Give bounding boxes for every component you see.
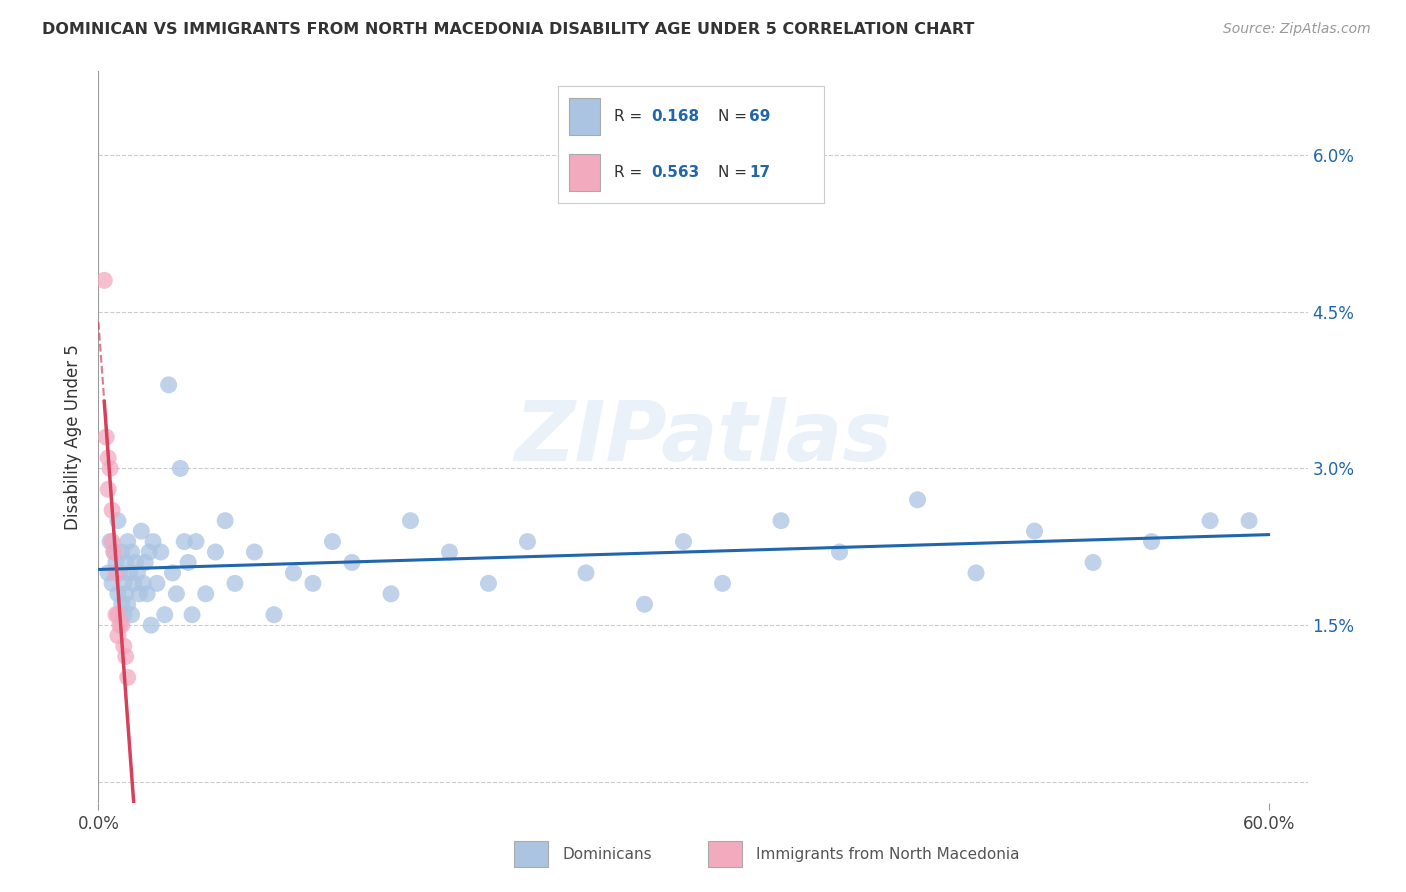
Point (97, 483, 120, 497)
Point (224, 576, 246, 591)
Point (340, 556, 363, 570)
Text: DOMINICAN VS IMMIGRANTS FROM NORTH MACEDONIA DISABILITY AGE UNDER 5 CORRELATION : DOMINICAN VS IMMIGRANTS FROM NORTH MACED… (42, 22, 974, 37)
Text: Source: ZipAtlas.com: Source: ZipAtlas.com (1223, 22, 1371, 37)
Point (204, 545, 226, 559)
Point (117, 670, 139, 684)
Point (142, 534, 165, 549)
Point (131, 524, 153, 538)
Point (117, 597, 139, 611)
Point (672, 534, 695, 549)
Point (103, 545, 125, 559)
Point (138, 545, 160, 559)
Point (127, 566, 149, 580)
Point (134, 556, 156, 570)
Point (112, 639, 135, 653)
Point (302, 576, 325, 591)
Point (121, 545, 143, 559)
Point (118, 566, 141, 580)
Point (111, 618, 134, 632)
Point (149, 545, 172, 559)
Point (243, 545, 266, 559)
Point (132, 576, 155, 591)
Point (128, 587, 150, 601)
Point (93, 273, 115, 287)
Point (121, 607, 143, 622)
Point (111, 545, 134, 559)
Point (139, 618, 162, 632)
Point (184, 534, 207, 549)
Y-axis label: Disability Age Under 5: Disability Age Under 5 (65, 344, 83, 530)
Point (828, 545, 851, 559)
Point (516, 534, 538, 549)
Point (169, 461, 191, 475)
Point (136, 587, 159, 601)
Point (146, 576, 169, 591)
Point (117, 534, 139, 549)
Point (101, 503, 124, 517)
Point (107, 514, 129, 528)
Point (108, 566, 131, 580)
Point (283, 566, 305, 580)
Point (104, 556, 127, 570)
Point (98, 534, 121, 549)
Point (104, 607, 127, 622)
Point (380, 587, 402, 601)
Point (1199, 514, 1222, 528)
Point (112, 576, 135, 591)
Point (104, 566, 127, 580)
Point (575, 566, 598, 580)
Point (214, 514, 236, 528)
Point (177, 556, 200, 570)
Point (122, 576, 145, 591)
Point (96, 430, 118, 444)
Text: ZIPatlas: ZIPatlas (515, 397, 891, 477)
Point (97, 450, 120, 465)
Point (173, 534, 195, 549)
Point (107, 587, 129, 601)
Point (124, 556, 146, 570)
Point (965, 566, 987, 580)
Point (181, 607, 204, 622)
Point (114, 556, 136, 570)
Point (1081, 556, 1104, 570)
Point (107, 629, 129, 643)
Point (399, 514, 422, 528)
Point (97, 566, 120, 580)
Point (111, 597, 134, 611)
Point (194, 587, 217, 601)
Point (153, 607, 176, 622)
Point (112, 607, 135, 622)
Point (439, 545, 461, 559)
Point (165, 587, 187, 601)
Point (1237, 514, 1260, 528)
Point (477, 576, 499, 591)
Point (107, 607, 129, 622)
Point (101, 534, 124, 549)
Point (769, 514, 792, 528)
Point (157, 377, 180, 392)
Point (101, 576, 124, 591)
Point (108, 618, 131, 632)
Point (103, 545, 125, 559)
Point (162, 566, 184, 580)
Point (114, 649, 136, 664)
Point (321, 534, 343, 549)
Point (711, 576, 734, 591)
Point (907, 492, 929, 507)
Point (1024, 524, 1046, 538)
Point (263, 607, 285, 622)
Point (98, 461, 121, 475)
Point (114, 587, 136, 601)
Point (1140, 534, 1163, 549)
Point (633, 597, 655, 611)
